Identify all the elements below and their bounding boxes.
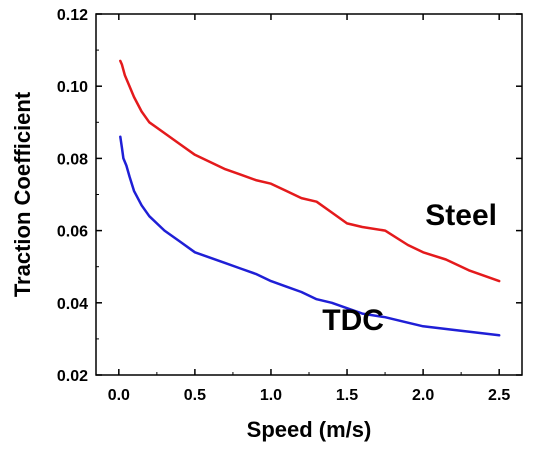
- y-axis-ticks: 0.02 0.04 0.06 0.08 0.10 0.12: [57, 7, 522, 385]
- series-label-steel: Steel: [425, 199, 497, 232]
- series-line-tdc: [119, 135, 501, 337]
- annotation-layer: Steel TDC: [322, 199, 497, 337]
- y-tick-label: 0.04: [57, 296, 88, 313]
- x-tick-label: 2.5: [488, 387, 510, 404]
- y-axis-label: Traction Coefficient: [10, 91, 35, 297]
- x-tick-label: 0.0: [108, 387, 130, 404]
- x-tick-label: 0.5: [184, 387, 206, 404]
- x-tick-label: 1.0: [260, 387, 282, 404]
- x-tick-label: 2.0: [412, 387, 434, 404]
- series-layer: [119, 59, 501, 337]
- x-axis-ticks: 0.0 0.5 1.0 1.5 2.0 2.5: [108, 14, 510, 404]
- plot-area-border: [95, 13, 523, 376]
- y-tick-label: 0.06: [57, 224, 88, 241]
- series-label-tdc: TDC: [322, 304, 384, 337]
- y-tick-label: 0.12: [57, 7, 88, 24]
- x-axis-label: Speed (m/s): [247, 417, 372, 442]
- y-tick-label: 0.10: [57, 79, 88, 96]
- y-tick-label: 0.08: [57, 151, 88, 168]
- x-tick-label: 1.5: [336, 387, 358, 404]
- y-tick-label: 0.02: [57, 368, 88, 385]
- series-line-steel: [119, 59, 501, 283]
